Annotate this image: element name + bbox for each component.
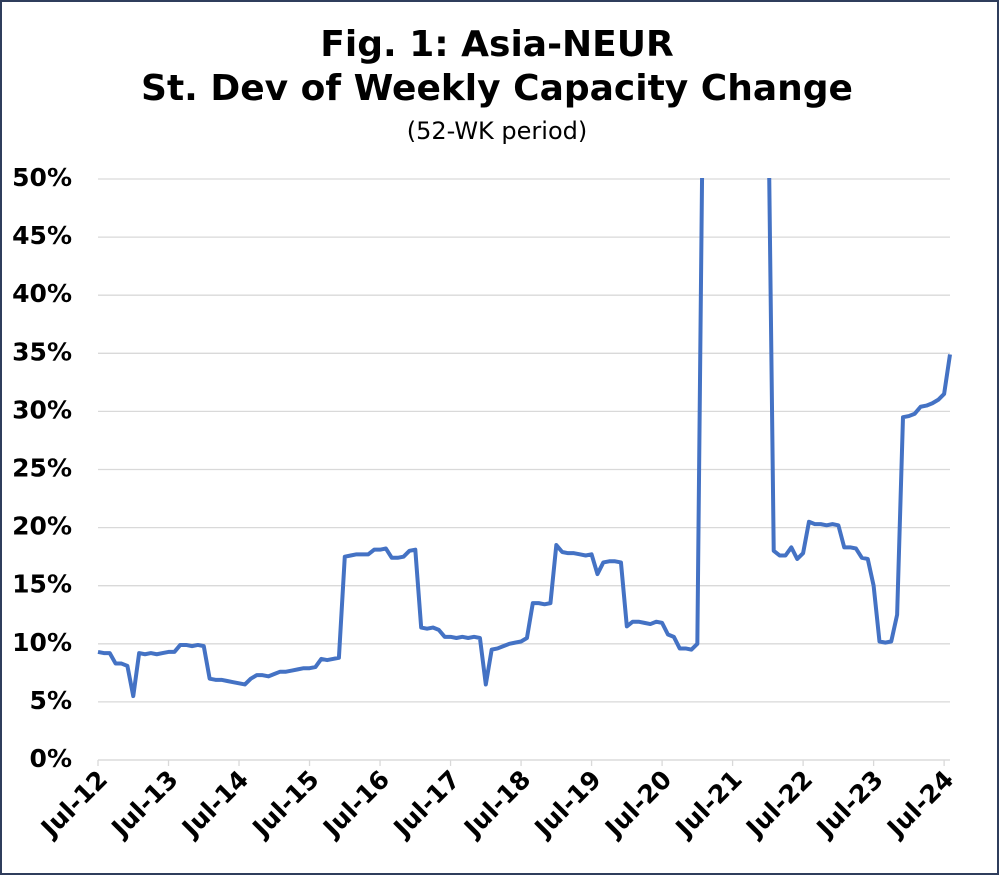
- y-tick-label: 15%: [12, 570, 72, 599]
- y-tick-label: 25%: [12, 454, 72, 483]
- plot-area: [97, 178, 952, 699]
- chart-title: Fig. 1: Asia-NEUR: [320, 24, 673, 65]
- y-tick-label: 50%: [12, 163, 72, 192]
- y-tick-label: 45%: [12, 221, 72, 250]
- y-tick-label: 40%: [12, 279, 72, 308]
- y-tick-label: 30%: [12, 395, 72, 424]
- chart-note: (52-WK period): [407, 117, 588, 145]
- grid: [97, 178, 950, 766]
- y-tick-label: 0%: [30, 744, 72, 773]
- y-tick-label: 5%: [30, 686, 72, 715]
- y-tick-label: 20%: [12, 512, 72, 541]
- y-tick-label: 10%: [12, 628, 72, 657]
- chart-subtitle: St. Dev of Weekly Capacity Change: [141, 68, 853, 109]
- y-tick-label: 35%: [12, 337, 72, 366]
- data-line: [97, 178, 952, 699]
